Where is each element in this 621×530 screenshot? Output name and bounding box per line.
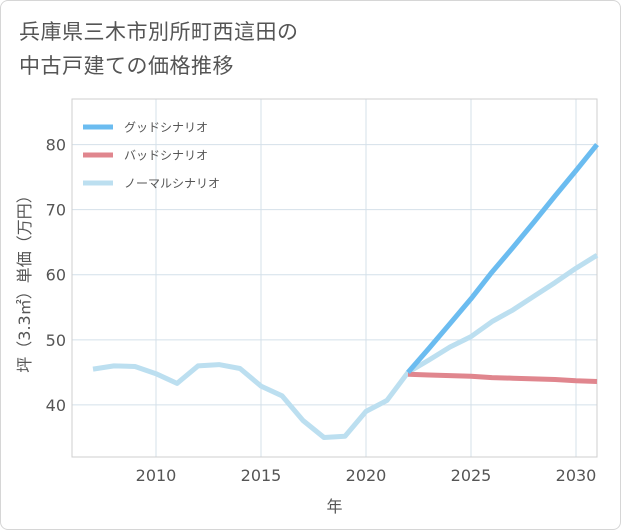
y-tick-label-50: 50 xyxy=(46,331,66,350)
plot-area xyxy=(71,98,598,458)
x-axis-title: 年 xyxy=(326,497,342,516)
y-tick-label-80: 80 xyxy=(46,136,66,155)
chart-title: 兵庫県三木市別所町西這田の 中古戸建ての価格推移 xyxy=(19,15,299,83)
series-line-2 xyxy=(92,253,599,440)
y-tick-label-60: 60 xyxy=(46,266,66,285)
y-tick-label-70: 70 xyxy=(46,201,66,220)
series-lines xyxy=(92,143,599,440)
y-axis-title: 坪（3.3㎡）単価（万円） xyxy=(15,187,34,372)
chart-title-line-1: 兵庫県三木市別所町西這田の xyxy=(19,20,299,44)
legend-label-1: バッドシナリオ xyxy=(124,149,208,163)
y-tick-label-40: 40 xyxy=(46,396,66,415)
y-axis-ticks: 40 50 60 70 80 xyxy=(46,136,66,415)
series-line-1 xyxy=(407,371,598,384)
chart-title-line-2: 中古戸建ての価格推移 xyxy=(19,54,234,78)
x-tick-label-2020: 2020 xyxy=(346,466,387,485)
legend-label-0: グッドシナリオ xyxy=(124,121,208,135)
x-tick-label-2015: 2015 xyxy=(241,466,282,485)
x-axis-ticks: 2010 2015 2020 2025 2030 xyxy=(136,466,597,485)
grid-lines xyxy=(72,99,597,457)
x-tick-label-2025: 2025 xyxy=(451,466,492,485)
x-tick-label-2010: 2010 xyxy=(136,466,177,485)
x-tick-label-2030: 2030 xyxy=(556,466,597,485)
legend-label-2: ノーマルシナリオ xyxy=(124,177,220,191)
series-line-0 xyxy=(406,143,599,375)
